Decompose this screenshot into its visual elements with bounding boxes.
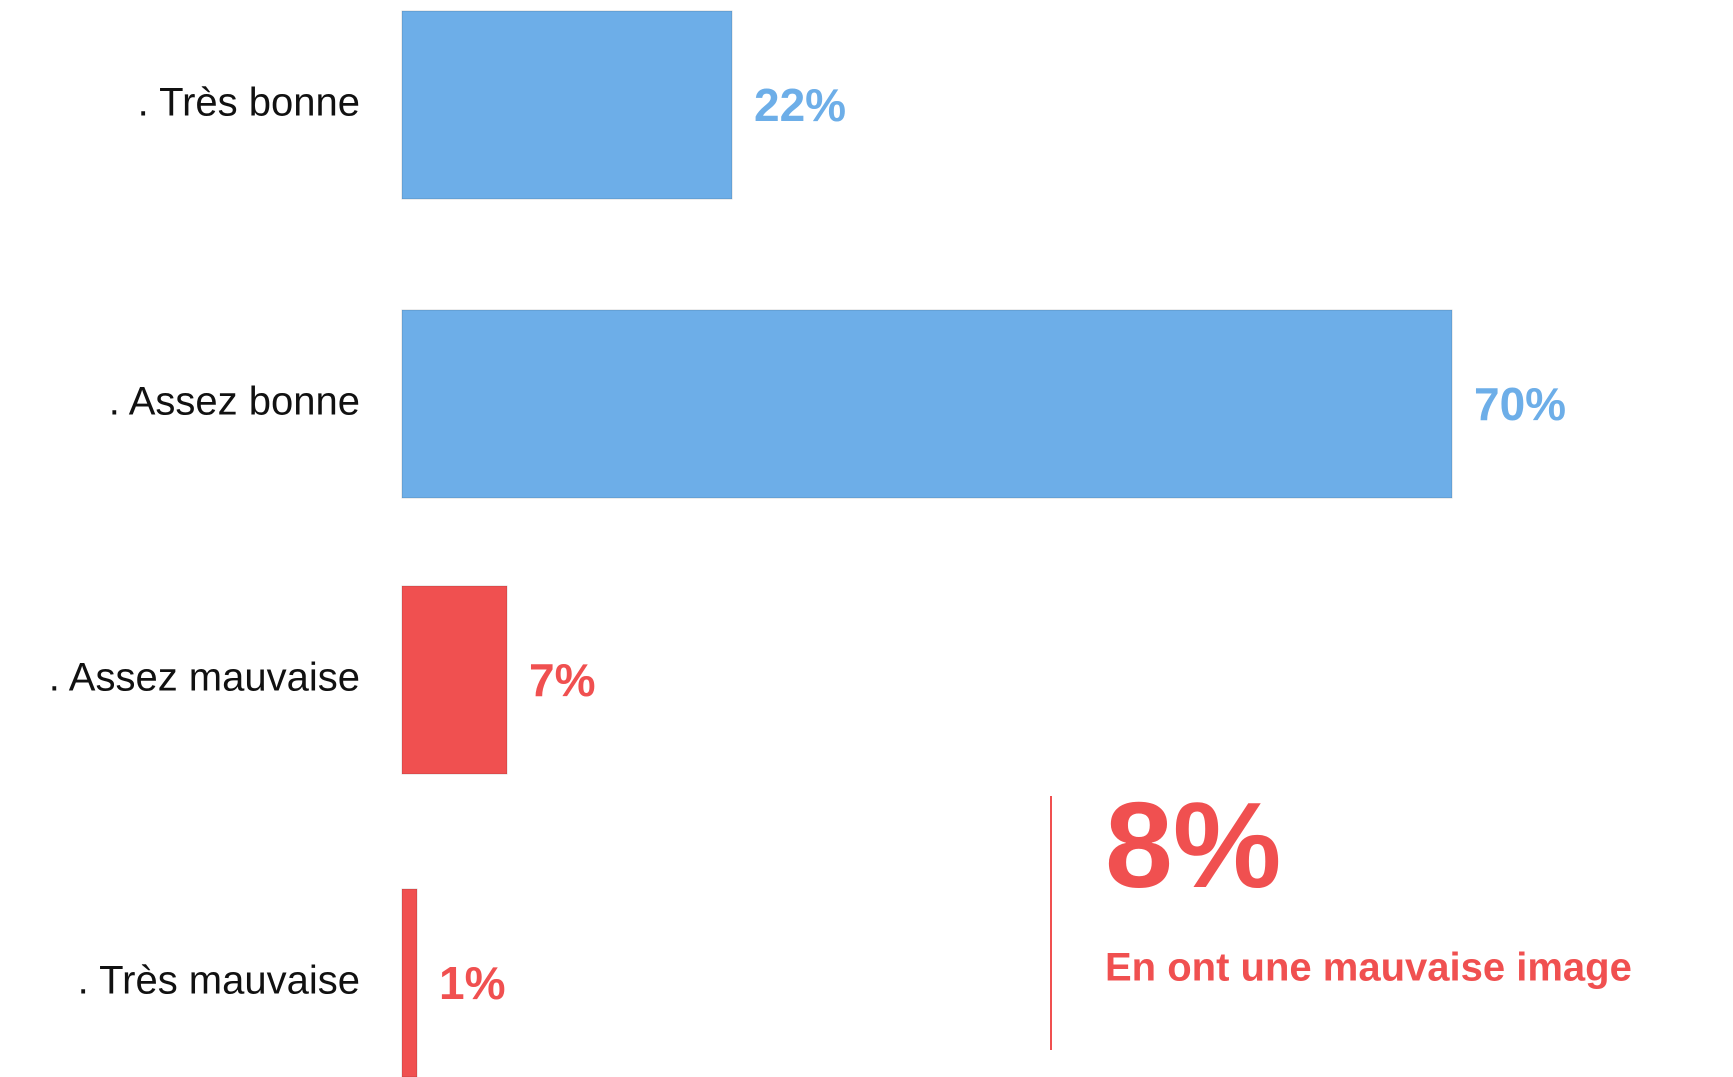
bar — [401, 10, 733, 200]
callout-value: 8% — [1105, 777, 1281, 913]
category-label: . Très mauvaise — [78, 959, 360, 1003]
category-label: . Assez bonne — [109, 380, 360, 424]
bar — [401, 888, 418, 1077]
value-label: 7% — [529, 654, 595, 706]
value-label: 70% — [1474, 378, 1566, 430]
category-label: . Très bonne — [138, 81, 360, 125]
bar — [401, 309, 1453, 499]
category-label: . Assez mauvaise — [49, 656, 360, 700]
callout-text: En ont une mauvaise image — [1105, 946, 1632, 990]
value-label: 1% — [439, 957, 505, 1009]
value-label: 22% — [754, 79, 846, 131]
bar — [401, 585, 508, 775]
